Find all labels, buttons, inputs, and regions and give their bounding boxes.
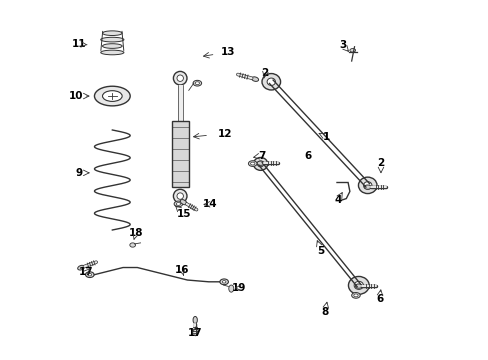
Ellipse shape	[257, 161, 263, 167]
Ellipse shape	[353, 282, 363, 289]
Ellipse shape	[228, 285, 233, 292]
Ellipse shape	[78, 265, 84, 270]
Text: 13: 13	[221, 47, 235, 57]
Text: 12: 12	[217, 129, 232, 139]
Ellipse shape	[250, 162, 254, 165]
Ellipse shape	[176, 203, 180, 205]
Ellipse shape	[354, 284, 362, 288]
Ellipse shape	[102, 91, 122, 102]
Text: 2: 2	[377, 158, 384, 168]
Text: 6: 6	[375, 294, 383, 303]
Ellipse shape	[348, 276, 368, 294]
Ellipse shape	[88, 273, 91, 276]
Ellipse shape	[351, 293, 360, 298]
Text: 9: 9	[76, 168, 83, 178]
Text: 6: 6	[304, 151, 311, 161]
Text: 11: 11	[72, 39, 86, 49]
Ellipse shape	[353, 294, 357, 297]
Circle shape	[173, 71, 186, 85]
Text: 10: 10	[68, 91, 83, 101]
Text: 18: 18	[128, 228, 143, 238]
Text: 14: 14	[203, 199, 218, 209]
Ellipse shape	[266, 78, 275, 85]
Ellipse shape	[102, 31, 122, 36]
Ellipse shape	[102, 44, 122, 48]
Ellipse shape	[358, 177, 376, 194]
Text: 3: 3	[338, 40, 346, 50]
Ellipse shape	[193, 80, 201, 86]
Ellipse shape	[251, 77, 258, 81]
Ellipse shape	[220, 279, 228, 285]
Ellipse shape	[349, 49, 355, 52]
Text: 4: 4	[334, 195, 341, 204]
Circle shape	[173, 189, 186, 203]
Ellipse shape	[174, 201, 183, 207]
Text: 19: 19	[231, 283, 245, 293]
Text: 8: 8	[321, 307, 328, 317]
Text: 1: 1	[323, 132, 329, 142]
Ellipse shape	[262, 73, 280, 90]
Ellipse shape	[363, 182, 371, 189]
Text: 2: 2	[261, 68, 268, 78]
Ellipse shape	[180, 199, 186, 205]
Ellipse shape	[253, 157, 267, 170]
Text: 7: 7	[258, 151, 265, 161]
Ellipse shape	[193, 316, 197, 324]
Ellipse shape	[94, 86, 130, 106]
Ellipse shape	[85, 272, 94, 278]
Text: 15: 15	[176, 209, 191, 219]
Circle shape	[177, 193, 183, 199]
Text: 16: 16	[174, 265, 189, 275]
Ellipse shape	[257, 161, 264, 165]
Ellipse shape	[195, 82, 199, 85]
FancyBboxPatch shape	[171, 121, 188, 187]
Ellipse shape	[101, 50, 123, 55]
FancyBboxPatch shape	[177, 85, 183, 121]
Ellipse shape	[101, 37, 123, 42]
Ellipse shape	[248, 161, 257, 166]
Ellipse shape	[364, 185, 370, 189]
Ellipse shape	[222, 280, 225, 283]
Circle shape	[177, 75, 183, 81]
Ellipse shape	[130, 243, 135, 247]
Text: 17: 17	[187, 328, 202, 338]
Text: 17: 17	[79, 267, 94, 277]
Text: 5: 5	[317, 247, 324, 256]
